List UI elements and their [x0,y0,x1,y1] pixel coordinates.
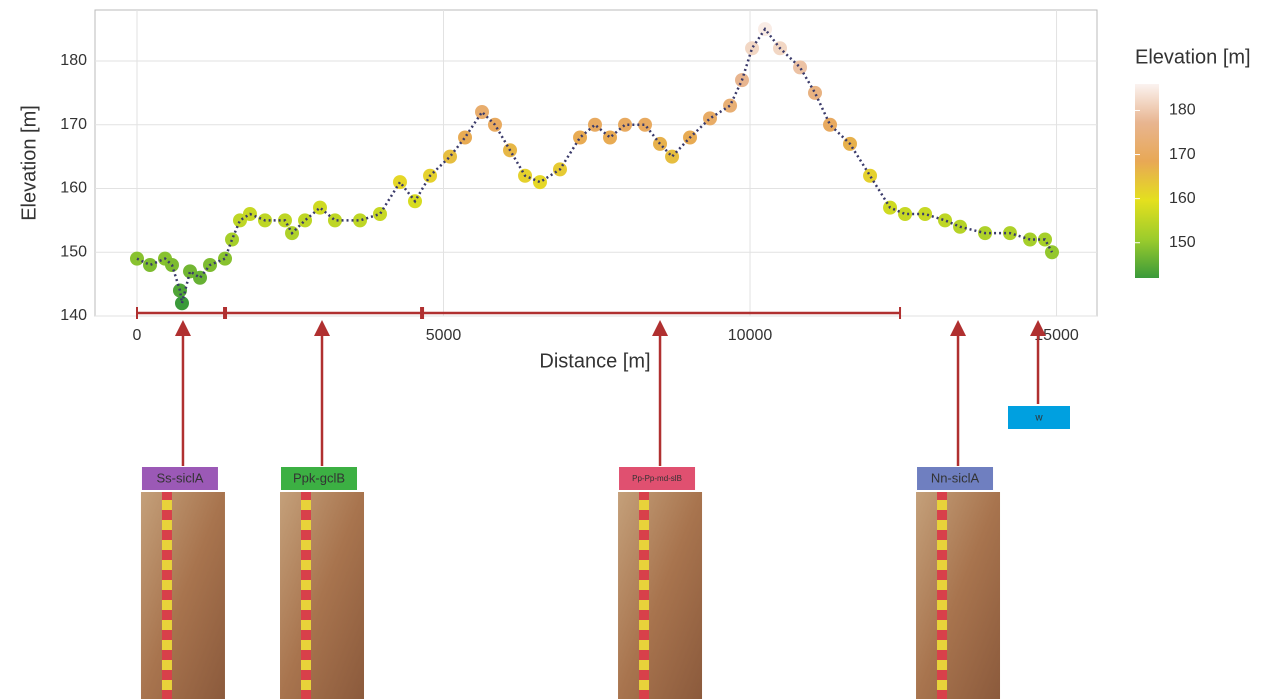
elevation-series [129,22,1060,311]
elevation-point [298,213,313,228]
annotation-label: Nn-siclA [931,470,980,485]
elevation-point [193,270,208,285]
elevation-point [745,41,760,56]
annotation-label-box [1008,406,1070,429]
elevation-point [898,207,913,221]
soil-scale [937,492,948,699]
elevation-point [702,111,717,126]
annotation-label-box [619,467,696,490]
soil-scale [639,492,650,699]
x-tick-label: 15000 [1034,327,1079,344]
y-tick-label: 140 [60,307,87,324]
elevation-point [458,130,473,145]
y-tick-label: 160 [60,180,87,197]
soil-photo [916,492,1001,699]
soil-scale [161,492,172,699]
y-tick-label: 180 [60,52,87,69]
elevation-point [353,213,368,228]
elevation-point [392,175,407,190]
elevation-point [232,213,247,228]
soil-photo [140,492,225,699]
arrow-head [652,320,669,336]
elevation-point [183,264,198,279]
annotation-label-box [917,467,994,490]
elevation-point [174,296,189,311]
legend-title: Elevation [m] [1135,46,1251,68]
elevation-point [665,149,680,164]
elevation-point [723,98,738,113]
soil-photo [618,492,703,699]
x-axis-label: Distance [m] [539,350,650,372]
elevation-point [618,117,633,132]
elevation-point [863,168,878,183]
colorbar-tick-label: 150 [1169,234,1196,251]
x-tick-label: 0 [133,327,142,344]
annotation-label-box [141,467,218,490]
arrow-head [314,320,331,336]
soil-scale [301,492,312,699]
arrow-head [1030,320,1047,336]
colorbar-tick-label: 170 [1169,146,1196,163]
elevation-point [372,207,387,221]
arrow-head [174,320,191,336]
y-axis-label: Elevation [m] [18,105,40,221]
annotation-label: Ppk-gclB [293,470,345,485]
elevation-point [532,175,547,190]
elevation-point [218,251,233,266]
colorbar-tick-label: 160 [1169,190,1196,207]
elevation-point [443,149,458,164]
elevation-point [573,130,588,145]
elevation-point [793,60,808,75]
elevation-point [475,105,490,119]
elevation-point [638,117,653,132]
elevation-point [312,200,327,215]
elevation-point [808,85,823,100]
elevation-point [328,213,343,228]
plot-area [94,9,1098,317]
elevation-point [938,213,953,228]
soil-photo [280,492,365,699]
colorbar-tick-label: 180 [1169,102,1196,119]
elevation-point [823,117,838,132]
colorbar [1135,84,1159,278]
annotation-label: w [1034,413,1043,424]
elevation-point [918,207,933,221]
elevation-point [587,117,602,132]
annotation-label: Ss-siclA [156,470,203,485]
elevation-point [603,130,618,145]
annotation-label: Pp-Pp-md-slB [632,474,682,483]
elevation-point [142,258,157,272]
annotation-label-box [281,467,358,490]
y-tick-label: 150 [60,243,87,260]
arrow-head [950,320,967,336]
elevation-point [225,232,240,247]
x-tick-label: 5000 [426,327,462,344]
y-tick-label: 170 [60,116,87,133]
x-tick-label: 10000 [728,327,773,344]
